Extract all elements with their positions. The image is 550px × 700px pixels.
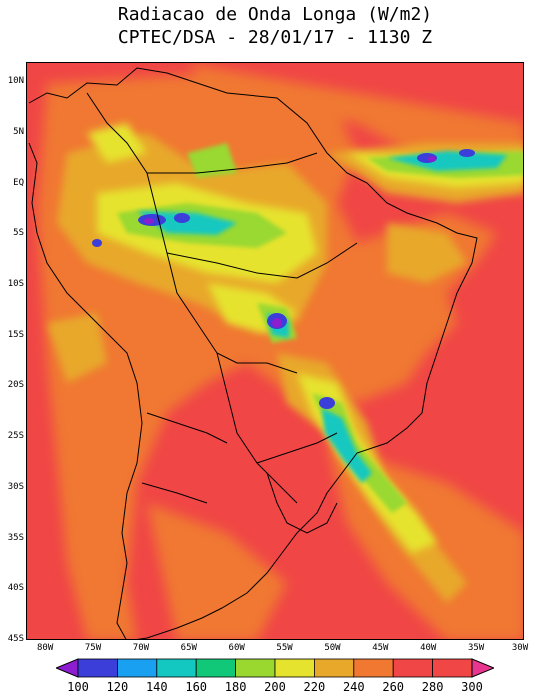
lon-label: 60W	[228, 643, 245, 653]
lat-label: 25S	[7, 431, 24, 442]
lat-label: 5S	[13, 228, 24, 239]
lat-label: 35S	[7, 532, 24, 543]
lat-label: 20S	[7, 380, 24, 391]
colorbar-bin	[353, 658, 394, 678]
colorbar-bin	[432, 658, 473, 678]
colorbar-bin	[392, 658, 434, 678]
lon-label: 40W	[420, 643, 437, 653]
colorbar-bin	[77, 658, 118, 678]
colorbar-label: 180	[224, 680, 247, 694]
colorbar-label: 140	[145, 680, 168, 694]
colorbar-label: 280	[421, 680, 444, 694]
colorbar-label: 240	[342, 680, 365, 694]
colorbar-bin	[235, 658, 276, 678]
colorbar-label: 220	[303, 680, 326, 694]
colorbar-bin	[117, 658, 158, 678]
colorbar-label: 120	[106, 680, 129, 694]
lon-label: 30W	[511, 643, 529, 653]
lon-label: 45W	[372, 643, 389, 653]
olr-map	[26, 62, 524, 640]
lat-label: 10N	[7, 76, 24, 87]
lat-label: 30S	[7, 481, 24, 492]
lon-label: 35W	[467, 643, 485, 653]
lat-label: 15S	[7, 329, 24, 340]
colorbar-min-arrow	[56, 658, 79, 678]
lon-label: 75W	[84, 643, 102, 653]
colorbar-label: 100	[67, 680, 89, 694]
lat-label: 5N	[13, 126, 24, 137]
lon-label: 55W	[276, 643, 293, 653]
colorbar-bin	[313, 658, 355, 678]
lon-label: 80W	[37, 643, 54, 653]
colorbar-label: 200	[264, 680, 286, 694]
olr-field-120	[144, 156, 436, 328]
lat-label: EQ	[13, 177, 24, 188]
map-title: Radiacao de Onda Longa (W/m2)	[117, 4, 433, 25]
coastlines	[28, 67, 478, 639]
colorbar-max-arrow	[471, 658, 494, 678]
colorbar-label: 160	[185, 680, 208, 694]
map-subtitle: CPTEC/DSA - 28/01/17 - 1130 Z	[117, 27, 433, 48]
lon-label: 65W	[180, 643, 197, 653]
lat-label: 40S	[7, 583, 24, 594]
lon-label: 50W	[324, 643, 341, 653]
colorbar-bin	[156, 658, 197, 678]
colorbar-label: 300	[461, 680, 483, 694]
olr-map-canvas	[28, 63, 523, 639]
lat-label: 45S	[7, 634, 24, 644]
colorbar-label: 260	[382, 680, 405, 694]
colorbar-bin	[274, 658, 315, 678]
lon-label: 70W	[132, 643, 150, 653]
colorbar-bin	[195, 658, 236, 678]
colorbar	[56, 658, 494, 678]
lat-label: 10S	[7, 279, 24, 290]
